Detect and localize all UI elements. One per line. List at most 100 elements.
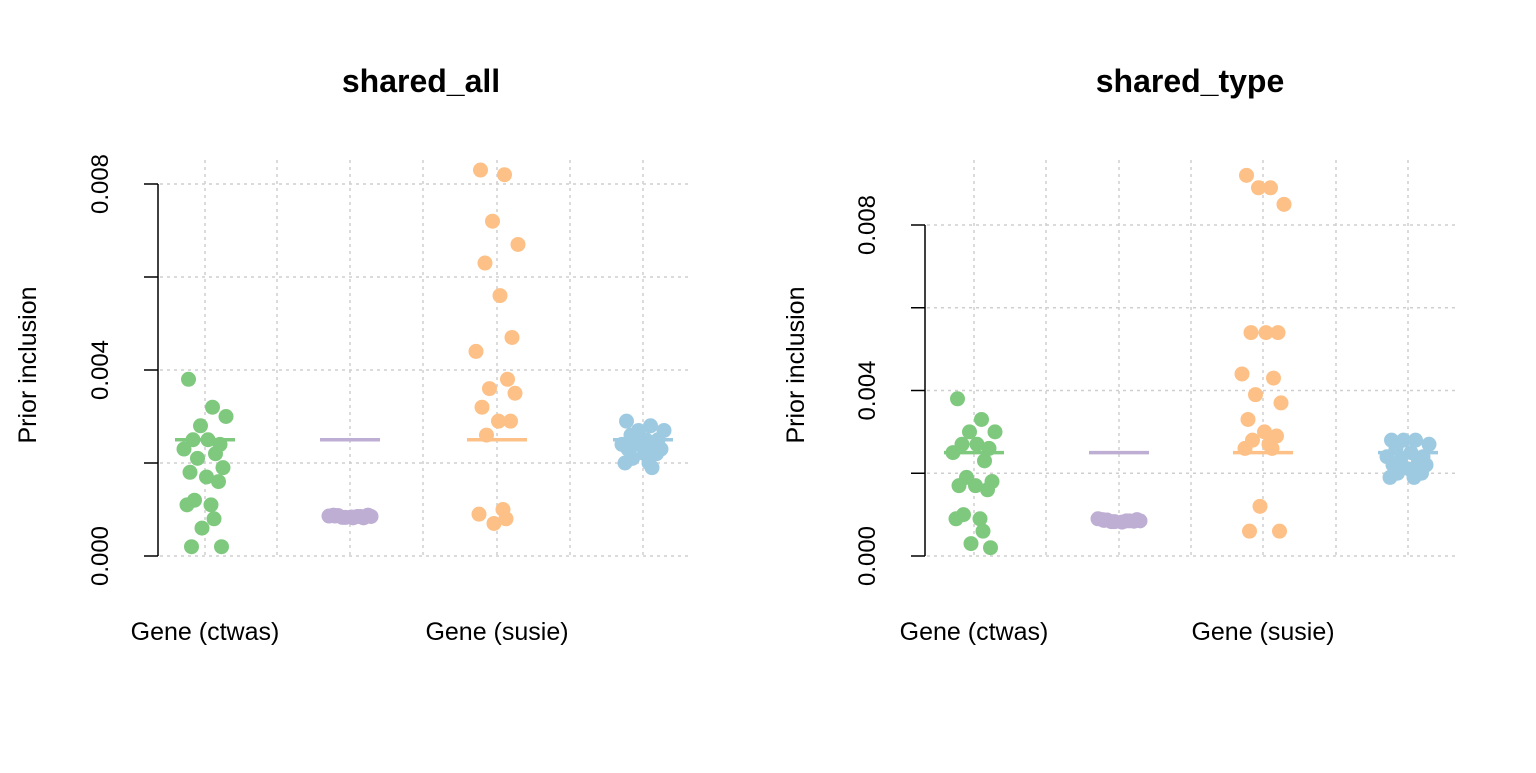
data-point-0-2-13 xyxy=(503,413,518,429)
data-point-0-0-19 xyxy=(214,539,229,555)
data-point-0-2-8 xyxy=(500,371,515,387)
data-point-1-0-1 xyxy=(974,411,989,427)
data-point-1-2-19 xyxy=(1272,523,1287,539)
data-point-0-0-13 xyxy=(211,474,226,490)
data-point-0-0-1 xyxy=(205,399,220,415)
data-point-1-0-16 xyxy=(948,511,964,527)
data-point-1-2-12 xyxy=(1257,424,1272,440)
data-point-1-3-1 xyxy=(1408,432,1423,448)
data-point-1-0-17 xyxy=(975,523,991,539)
data-point-0-0-18 xyxy=(194,520,210,536)
data-point-0-0-8 xyxy=(208,446,223,462)
x-axis-label-0-1: Gene (susie) xyxy=(425,618,568,646)
data-point-1-1-11 xyxy=(1096,512,1112,528)
y-axis-label-0: Prior inclusion xyxy=(14,286,42,443)
data-point-0-0-5 xyxy=(200,432,216,448)
data-point-1-2-6 xyxy=(1270,325,1286,341)
x-axis-label-1-0: Gene (ctwas) xyxy=(900,618,1049,646)
data-point-0-2-3 xyxy=(510,236,526,252)
data-point-0-2-12 xyxy=(491,413,506,429)
data-point-0-2-1 xyxy=(497,167,512,183)
y-tick-label-0-0: 0.000 xyxy=(87,526,114,586)
data-point-0-2-10 xyxy=(507,385,523,401)
data-point-0-0-3 xyxy=(218,409,234,424)
data-point-1-0-15 xyxy=(972,511,988,527)
data-point-1-2-10 xyxy=(1273,395,1289,411)
data-point-0-0-9 xyxy=(190,450,205,466)
data-point-0-0-12 xyxy=(199,469,214,485)
data-point-1-1-10 xyxy=(1129,512,1145,528)
data-point-0-0-20 xyxy=(184,539,199,555)
y-tick-label-1-1: 0.004 xyxy=(854,360,881,420)
data-point-1-0-0 xyxy=(950,391,965,407)
data-point-0-2-0 xyxy=(473,162,488,178)
x-axis-label-1-1: Gene (susie) xyxy=(1191,618,1334,646)
data-point-0-2-2 xyxy=(485,213,500,229)
data-point-0-3-1 xyxy=(643,418,658,434)
data-point-1-0-11 xyxy=(951,478,967,494)
data-point-0-0-0 xyxy=(181,371,196,387)
data-point-0-2-11 xyxy=(474,399,490,415)
data-point-1-2-4 xyxy=(1243,325,1259,341)
data-point-1-0-2 xyxy=(962,424,977,440)
y-tick-label-1-0: 0.000 xyxy=(854,526,881,586)
data-point-0-2-9 xyxy=(482,381,497,397)
data-point-0-1-13 xyxy=(356,510,371,526)
data-point-0-2-17 xyxy=(498,511,514,527)
data-point-1-0-18 xyxy=(963,536,979,552)
data-point-1-0-8 xyxy=(977,453,992,469)
data-point-1-2-18 xyxy=(1252,498,1268,514)
data-point-0-0-2 xyxy=(193,418,208,434)
data-point-0-2-7 xyxy=(468,343,484,359)
data-point-0-2-5 xyxy=(492,288,508,304)
data-point-1-2-7 xyxy=(1234,366,1250,382)
data-point-0-0-10 xyxy=(215,460,231,476)
data-point-0-0-17 xyxy=(206,511,222,527)
data-point-1-2-17 xyxy=(1264,440,1280,456)
data-point-1-0-12 xyxy=(968,478,983,494)
data-point-0-3-0 xyxy=(619,413,634,429)
data-point-1-2-11 xyxy=(1240,411,1256,427)
y-tick-label-0-1: 0.004 xyxy=(87,340,114,400)
data-point-1-2-0 xyxy=(1239,167,1254,183)
data-point-1-3-15 xyxy=(1406,469,1422,485)
chart-title-1: shared_type xyxy=(1096,63,1285,99)
data-point-0-0-11 xyxy=(182,464,198,480)
data-point-0-2-6 xyxy=(504,329,520,345)
data-point-1-2-1 xyxy=(1263,180,1278,196)
data-point-0-2-14 xyxy=(479,427,494,443)
data-point-1-3-16 xyxy=(1382,469,1398,485)
y-tick-label-0-2: 0.008 xyxy=(87,154,114,214)
data-point-0-1-11 xyxy=(327,508,343,524)
data-point-1-0-5 xyxy=(969,436,985,452)
data-point-1-0-3 xyxy=(987,424,1003,440)
data-point-0-0-16 xyxy=(179,497,195,513)
data-point-0-0-7 xyxy=(176,441,192,457)
data-point-0-2-18 xyxy=(486,515,502,531)
data-point-1-2-20 xyxy=(1242,523,1257,539)
data-point-1-2-9 xyxy=(1248,387,1263,403)
data-point-1-0-6 xyxy=(981,440,997,456)
chart-title-0: shared_all xyxy=(342,63,500,99)
data-point-0-3-16 xyxy=(617,455,633,471)
data-point-1-2-5 xyxy=(1258,325,1274,341)
data-point-0-0-4 xyxy=(185,432,201,448)
data-point-1-0-13 xyxy=(980,482,995,498)
data-point-1-3-3 xyxy=(1421,436,1437,452)
data-point-0-3-17 xyxy=(644,460,660,476)
y-tick-label-1-2: 0.008 xyxy=(854,195,881,255)
data-point-1-2-16 xyxy=(1237,440,1253,456)
data-point-0-0-15 xyxy=(203,497,219,513)
data-point-0-2-16 xyxy=(471,506,487,522)
x-axis-label-0-0: Gene (ctwas) xyxy=(131,618,280,646)
data-point-0-2-4 xyxy=(477,255,493,271)
data-point-1-0-7 xyxy=(945,445,961,461)
data-point-1-2-2 xyxy=(1251,180,1266,196)
y-axis-label-1: Prior inclusion xyxy=(782,286,810,443)
data-point-1-0-19 xyxy=(983,540,998,556)
data-point-0-1-12 xyxy=(344,509,359,525)
data-point-1-2-8 xyxy=(1266,370,1281,386)
data-point-1-2-3 xyxy=(1276,196,1292,212)
